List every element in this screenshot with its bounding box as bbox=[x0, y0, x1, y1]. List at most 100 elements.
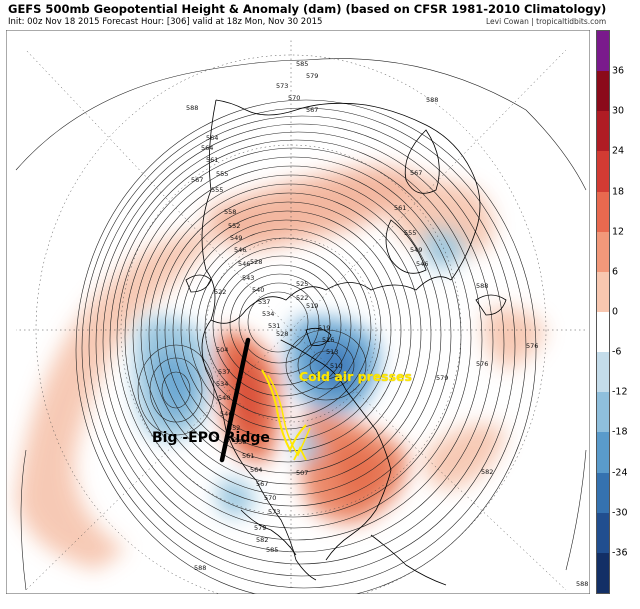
contour-label: 528 bbox=[276, 330, 288, 338]
contour-label: 558 bbox=[224, 208, 236, 216]
contour-label: 522 bbox=[296, 294, 308, 302]
contour-label: 561 bbox=[242, 452, 254, 460]
contour-label: 552 bbox=[228, 424, 240, 432]
contour-label: 540 bbox=[218, 394, 230, 402]
colorbar-segment bbox=[597, 312, 609, 353]
cold-air-front bbox=[267, 374, 311, 457]
colorbar-segment bbox=[597, 151, 609, 193]
contour-label: 573 bbox=[276, 82, 288, 90]
colorbar-segment bbox=[597, 231, 609, 273]
contour-label: 579 bbox=[306, 72, 318, 80]
colorbar-tick-label: -6 bbox=[612, 346, 622, 358]
map-subtitle: Init: 00z Nov 18 2015 Forecast Hour: [30… bbox=[8, 17, 323, 27]
anomaly-shading bbox=[16, 166, 546, 570]
contour-label: 549 bbox=[410, 246, 422, 254]
contour-label: 522 bbox=[214, 288, 226, 296]
contour-label: 588 bbox=[576, 580, 588, 588]
colorbar-tick-label: 18 bbox=[612, 186, 625, 198]
colorbar-segment bbox=[597, 552, 609, 594]
contour-label: 564 bbox=[250, 466, 262, 474]
colorbar-tick-label: 36 bbox=[612, 65, 625, 77]
coastlines bbox=[185, 99, 507, 586]
contour-label: 534 bbox=[216, 380, 228, 388]
contour-label: 564 bbox=[201, 144, 213, 152]
contour-label: 579 bbox=[436, 374, 448, 382]
colorbar-segment bbox=[597, 392, 609, 433]
contour-label: 567 bbox=[191, 176, 203, 184]
contour-label: 564 bbox=[206, 134, 218, 142]
ridge-annotation: Big -EPO Ridge bbox=[152, 430, 270, 446]
colorbar-tick-label: 30 bbox=[612, 105, 625, 117]
cold-air-annotation: Cold air presses bbox=[299, 369, 412, 384]
contour-label: 555 bbox=[216, 170, 228, 178]
map-credit: Levi Cowan | tropicaltidbits.com bbox=[486, 17, 607, 26]
contour-label: 552 bbox=[228, 222, 240, 230]
contour-label: 582 bbox=[256, 536, 268, 544]
colorbar-tick-label: -18 bbox=[612, 426, 628, 438]
contour-label: 537 bbox=[218, 368, 230, 376]
ridge-axis-line bbox=[219, 337, 251, 463]
colorbar-segment bbox=[597, 71, 609, 112]
contour-label: 519 bbox=[318, 324, 330, 332]
contour-label: 585 bbox=[296, 60, 308, 68]
colorbar-segment bbox=[597, 271, 609, 313]
colorbar-segment bbox=[597, 472, 609, 514]
contour-label: 513 bbox=[326, 348, 338, 356]
contour-label: 525 bbox=[296, 280, 308, 288]
contour-label: 537 bbox=[258, 298, 270, 306]
colorbar-tick-label: 6 bbox=[612, 266, 619, 278]
contour-label: 567 bbox=[410, 169, 422, 177]
contour-label: 588 bbox=[476, 282, 488, 290]
colorbar-segment bbox=[597, 111, 609, 152]
colorbar-tick-label: -24 bbox=[612, 467, 628, 479]
contour-label: 579 bbox=[254, 524, 266, 532]
contour-label: 588 bbox=[426, 96, 438, 104]
colorbar-tick-label: 24 bbox=[612, 145, 625, 157]
contour-label: 507 bbox=[296, 469, 308, 477]
cold-air-arrowhead bbox=[293, 445, 307, 461]
colorbar-tick-label: 12 bbox=[612, 226, 625, 238]
contour-label: 582 bbox=[481, 468, 493, 476]
contour-label: 573 bbox=[268, 508, 280, 516]
contour-label: 576 bbox=[526, 342, 538, 350]
colorbar-segment bbox=[597, 31, 609, 72]
colorbar-segment bbox=[597, 352, 609, 393]
colorbar-segment bbox=[597, 432, 609, 474]
contour-label: 567 bbox=[256, 480, 268, 488]
colorbar-segment bbox=[597, 191, 609, 233]
contour-label: 567 bbox=[306, 106, 318, 114]
contour-label: 504 bbox=[216, 346, 228, 354]
contour-label: 576 bbox=[476, 360, 488, 368]
height-anomaly-map: 5795855885885735705675675645645615585555… bbox=[6, 30, 590, 594]
contour-label: 519 bbox=[306, 302, 318, 310]
contour-label: 555 bbox=[211, 186, 223, 194]
colorbar-tick-label: 0 bbox=[612, 306, 619, 318]
contour-label: 585 bbox=[266, 546, 278, 554]
contour-label: 570 bbox=[264, 494, 276, 502]
contour-label: 546 bbox=[234, 246, 246, 254]
contour-label: 543 bbox=[242, 274, 254, 282]
hand-annotations bbox=[219, 337, 311, 463]
contour-label: 558 bbox=[234, 438, 246, 446]
contour-label: 510 bbox=[330, 362, 342, 370]
contour-label: 540 bbox=[252, 286, 264, 294]
colorbar-segment bbox=[597, 512, 609, 554]
map-title: GEFS 500mb Geopotential Height & Anomaly… bbox=[8, 2, 607, 16]
contour-label: 588 bbox=[194, 564, 206, 572]
contour-label: 561 bbox=[206, 156, 218, 164]
lat-lon-grid bbox=[16, 40, 586, 594]
cold-air-arrow bbox=[261, 369, 307, 453]
colorbar-tick-label: -12 bbox=[612, 386, 628, 398]
contour-label: 531 bbox=[268, 322, 280, 330]
contour-label: 555 bbox=[404, 229, 416, 237]
contour-label: 561 bbox=[394, 204, 406, 212]
contour-label: 570 bbox=[288, 94, 300, 102]
contour-label: 588 bbox=[186, 104, 198, 112]
contour-labels: 5795855885885735705675675645645615585555… bbox=[186, 60, 588, 588]
contour-label: 549 bbox=[230, 234, 242, 242]
contour-label: 528 bbox=[250, 258, 262, 266]
anomaly-colorbar bbox=[596, 30, 610, 594]
colorbar-tick-label: -30 bbox=[612, 507, 628, 519]
contour-label: 516 bbox=[322, 336, 334, 344]
contour-label: 534 bbox=[262, 310, 274, 318]
